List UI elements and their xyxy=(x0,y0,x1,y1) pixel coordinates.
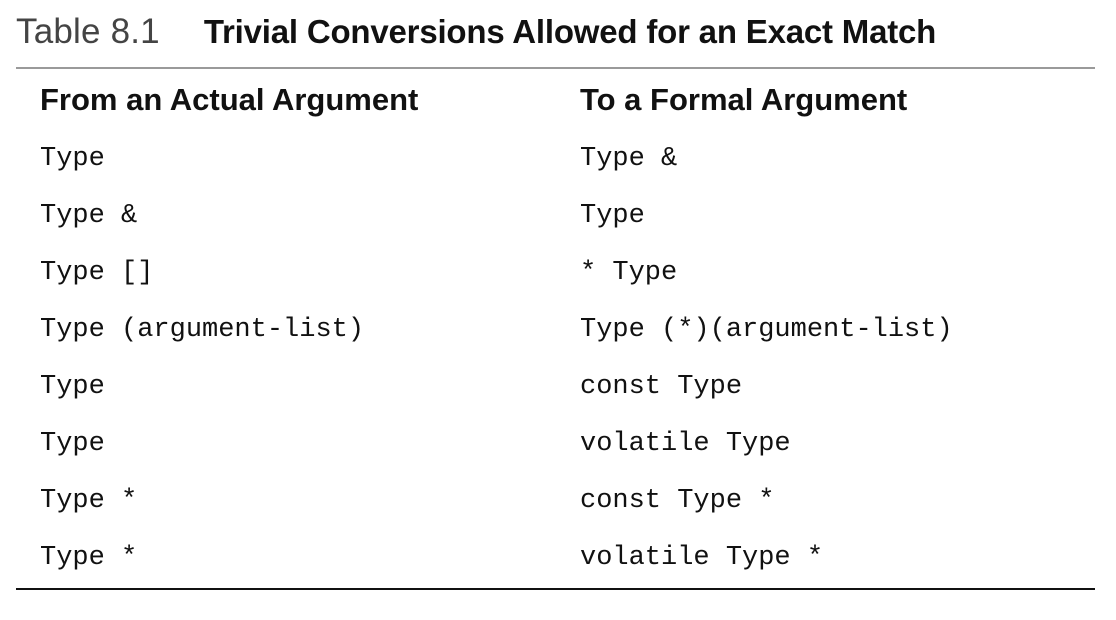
cell-from: Type * xyxy=(40,542,138,573)
cell-from: Type (argument-list) xyxy=(40,314,365,345)
bottom-rule xyxy=(16,588,1095,590)
cell-to: volatile Type xyxy=(580,428,791,459)
table-row: Type Type & xyxy=(16,130,1095,187)
cell-to: * Type xyxy=(580,257,678,288)
table-title: Trivial Conversions Allowed for an Exact… xyxy=(203,13,937,50)
cell-to: Type & xyxy=(580,143,678,174)
top-rule xyxy=(16,67,1095,69)
cell-to: Type xyxy=(580,200,645,231)
cell-to: Type (*)(argument-list) xyxy=(580,314,953,345)
cell-to: const Type * xyxy=(580,485,775,516)
column-header-from: From an Actual Argument xyxy=(40,82,419,117)
cell-from: Type xyxy=(40,428,105,459)
table-row: Type const Type xyxy=(16,358,1095,415)
table-row: Type volatile Type xyxy=(16,415,1095,472)
cell-from: Type xyxy=(40,143,105,174)
header-row: From an Actual Argument To a Formal Argu… xyxy=(16,70,1095,130)
cell-to: const Type xyxy=(580,371,743,402)
cell-to: volatile Type * xyxy=(580,542,824,573)
column-header-to: To a Formal Argument xyxy=(580,82,908,117)
conversions-table: From an Actual Argument To a Formal Argu… xyxy=(16,70,1095,586)
cell-from: Type * xyxy=(40,485,138,516)
cell-from: Type & xyxy=(40,200,138,231)
table-number: Table 8.1 xyxy=(16,12,160,51)
table-row: Type (argument-list) Type (*)(argument-l… xyxy=(16,301,1095,358)
table-row: Type * const Type * xyxy=(16,472,1095,529)
table-row: Type & Type xyxy=(16,187,1095,244)
table-row: Type * volatile Type * xyxy=(16,529,1095,586)
cell-from: Type xyxy=(40,371,105,402)
cell-from: Type [] xyxy=(40,257,154,288)
table-row: Type [] * Type xyxy=(16,244,1095,301)
table-caption: Table 8.1 Trivial Conversions Allowed fo… xyxy=(16,12,936,56)
